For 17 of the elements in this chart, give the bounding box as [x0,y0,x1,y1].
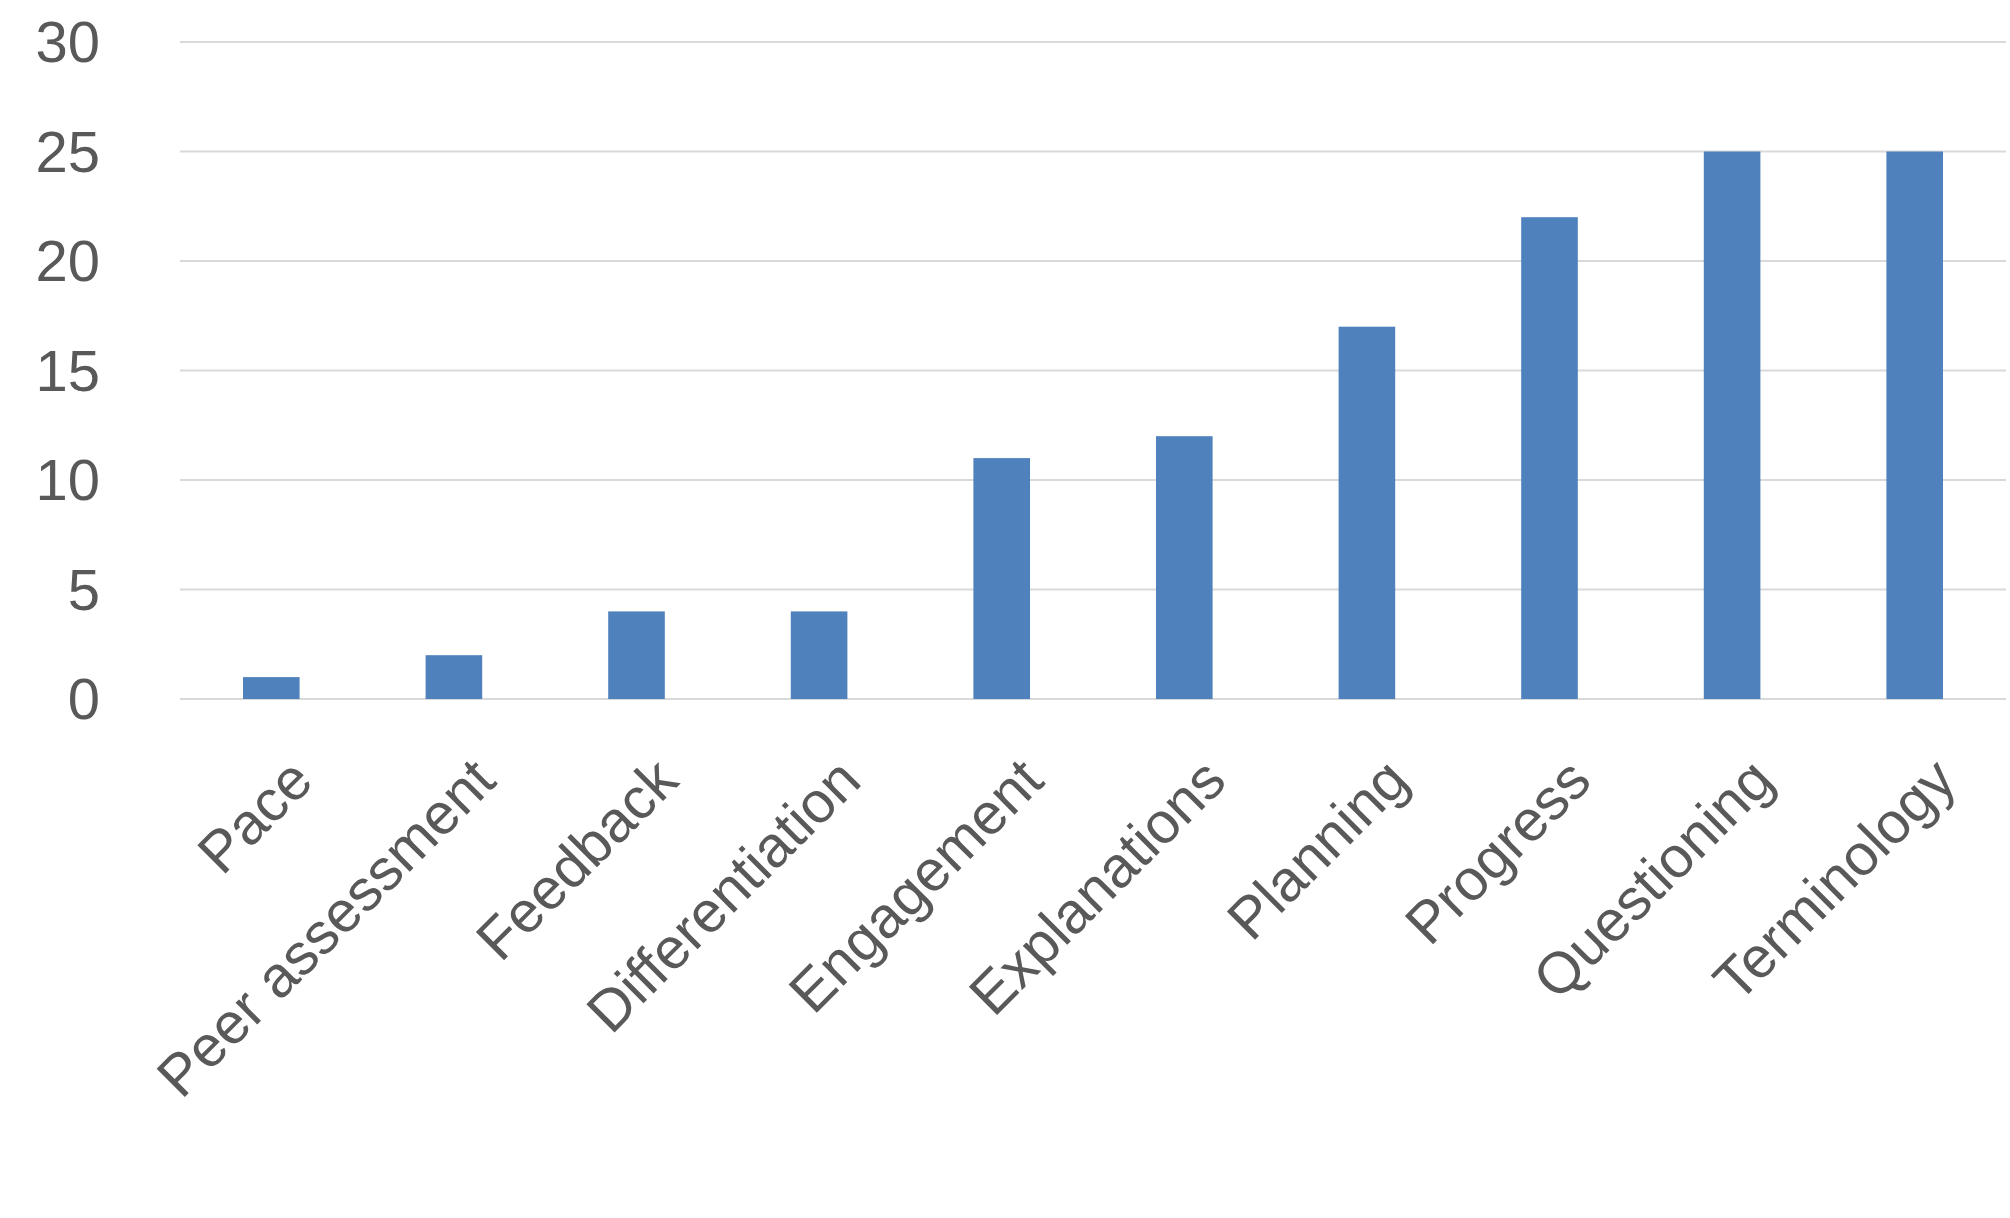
bar [1156,436,1213,699]
bar [243,677,300,699]
y-tick-label: 10 [35,447,100,513]
bar [1886,151,1944,699]
y-tick-label: 25 [35,118,100,184]
y-tick-label: 20 [35,228,100,294]
bar [1703,151,1761,699]
y-tick-label: 15 [35,337,100,403]
bar [1521,217,1578,699]
bar [425,655,483,699]
bar [790,611,848,699]
bar [1338,326,1396,699]
y-tick-label: 0 [67,666,100,732]
bar [973,458,1030,699]
y-tick-label: 5 [67,556,100,622]
y-tick-label: 30 [35,9,100,75]
bar [608,611,665,699]
